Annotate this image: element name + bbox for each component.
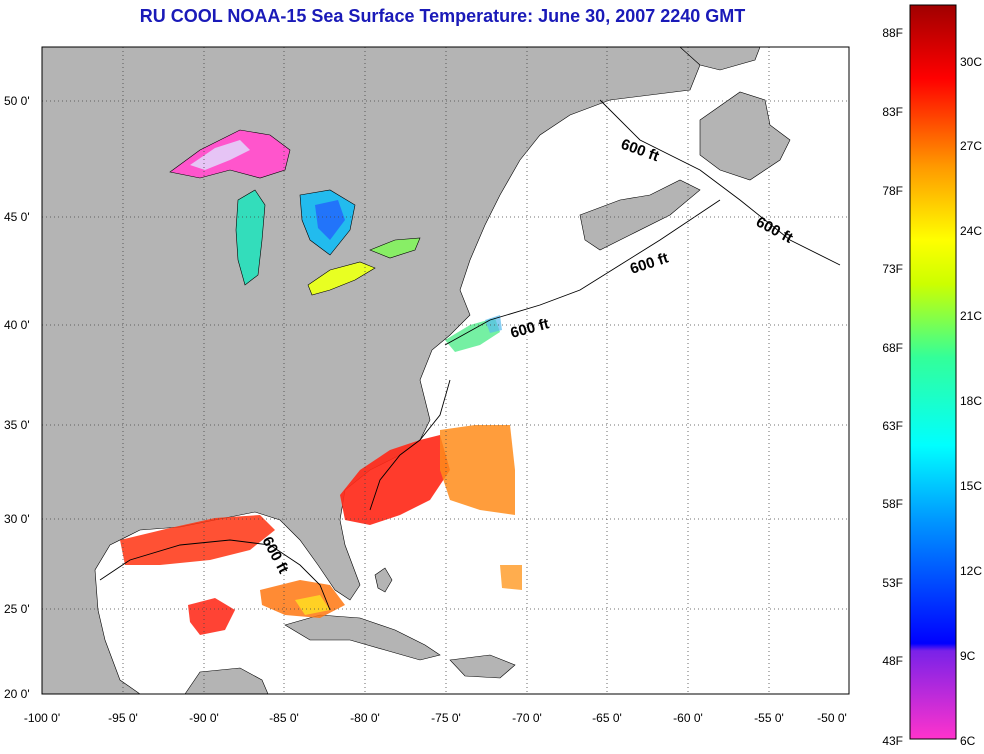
lon-tick: -95 0' bbox=[108, 711, 138, 725]
lake-michigan bbox=[235, 189, 266, 286]
land-labrador bbox=[679, 47, 761, 71]
sst-carolina-warm bbox=[340, 435, 450, 525]
lon-tick: -60 0' bbox=[673, 711, 703, 725]
colorbar-c-label: 27C bbox=[960, 139, 982, 153]
isobath-northeast bbox=[599, 99, 841, 266]
lon-tick: -85 0' bbox=[269, 711, 299, 725]
land-cuba bbox=[284, 614, 441, 661]
colorbar-f-label: 83F bbox=[882, 105, 903, 119]
colorbar-f-label: 43F bbox=[882, 734, 903, 748]
lat-tick: 45 0' bbox=[4, 210, 30, 224]
colorbar-c-label: 6C bbox=[960, 734, 976, 748]
colorbar bbox=[909, 4, 957, 740]
lat-tick: 30 0' bbox=[4, 512, 30, 526]
colorbar-c-label: 15C bbox=[960, 479, 982, 493]
land-bahamas bbox=[374, 567, 393, 593]
colorbar-f-label: 63F bbox=[882, 419, 903, 433]
sst-gulf-of-maine bbox=[485, 315, 502, 333]
lon-tick: -90 0' bbox=[189, 711, 219, 725]
lon-tick: -80 0' bbox=[350, 711, 380, 725]
colorbar-c-label: 9C bbox=[960, 649, 976, 663]
land-yucatan bbox=[184, 667, 269, 694]
lat-tick: 40 0' bbox=[4, 318, 30, 332]
map-title: RU COOL NOAA-15 Sea Surface Temperature:… bbox=[139, 6, 746, 26]
lon-tick: -50 0' bbox=[817, 711, 847, 725]
lon-tick: -75 0' bbox=[431, 711, 461, 725]
lake-erie bbox=[307, 261, 376, 296]
lon-tick: -70 0' bbox=[512, 711, 542, 725]
colorbar-f-label: 48F bbox=[882, 654, 903, 668]
lat-tick: 50 0' bbox=[4, 94, 30, 108]
lat-tick: 25 0' bbox=[4, 602, 30, 616]
lon-tick: -55 0' bbox=[754, 711, 784, 725]
plot-frame bbox=[41, 46, 850, 695]
lake-superior-cool bbox=[190, 140, 250, 170]
colorbar-c-label: 30C bbox=[960, 55, 982, 69]
colorbar-c-label: 24C bbox=[960, 224, 982, 238]
colorbar-c-label: 12C bbox=[960, 564, 982, 578]
sst-gulf-north bbox=[120, 515, 275, 565]
lake-ontario bbox=[369, 237, 421, 259]
lake-huron-deep bbox=[315, 200, 345, 240]
colorbar-f-label: 68F bbox=[882, 341, 903, 355]
lat-tick: 35 0' bbox=[4, 418, 30, 432]
isobath-gulf bbox=[99, 539, 331, 611]
isobath-shelf bbox=[444, 199, 721, 346]
colorbar-c-label: 21C bbox=[960, 309, 982, 323]
land-hispaniola bbox=[449, 654, 516, 679]
colorbar-c-label: 18C bbox=[960, 394, 982, 408]
sst-offshore-small bbox=[500, 565, 522, 590]
colorbar-f-label: 73F bbox=[882, 262, 903, 276]
lon-tick: -65 0' bbox=[592, 711, 622, 725]
lon-tick: -100 0' bbox=[24, 711, 60, 725]
isobath-southeast bbox=[369, 379, 451, 511]
sst-offshore-orange bbox=[440, 425, 515, 515]
colorbar-f-label: 88F bbox=[882, 26, 903, 40]
colorbar-f-label: 53F bbox=[882, 576, 903, 590]
lat-tick: 20 0' bbox=[4, 687, 30, 701]
land-nova-scotia bbox=[579, 179, 701, 251]
sst-mid-atlantic-bight bbox=[445, 318, 500, 352]
sst-florida-keys bbox=[295, 595, 330, 615]
sst-gulf-west bbox=[188, 598, 235, 635]
colorbar-f-label: 78F bbox=[882, 184, 903, 198]
land-newfoundland bbox=[699, 91, 791, 181]
colorbar-f-label: 58F bbox=[882, 497, 903, 511]
